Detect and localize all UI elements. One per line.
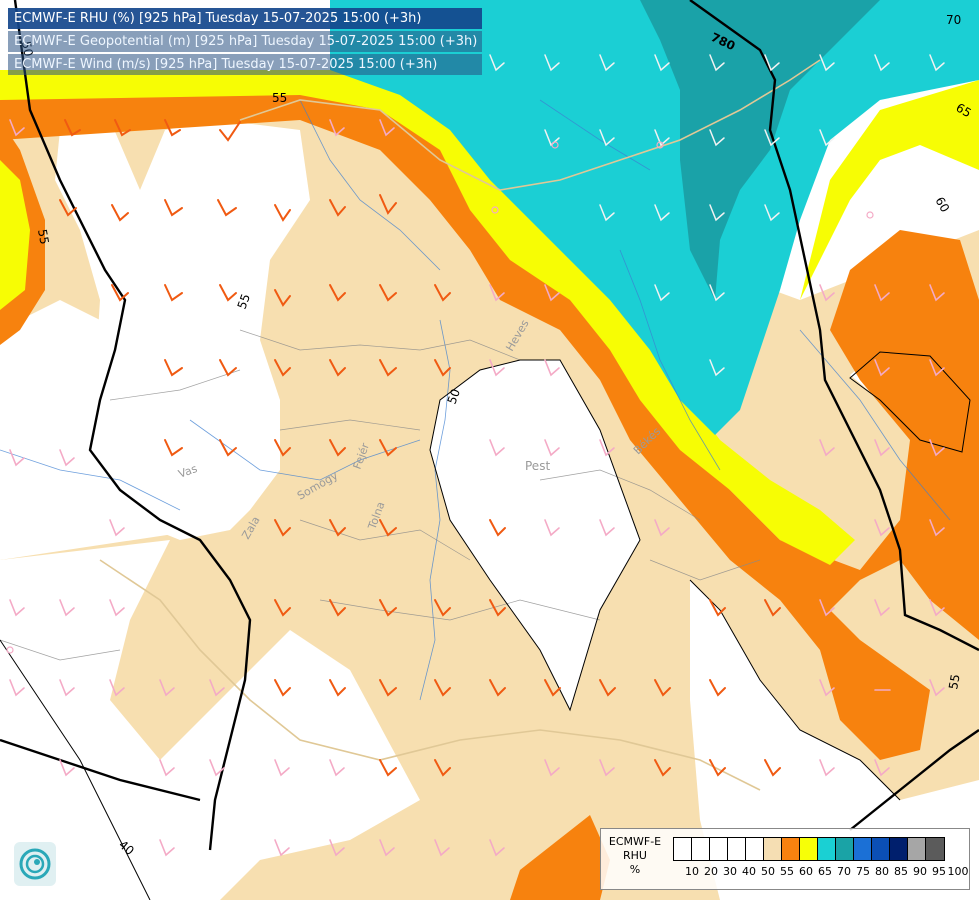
contour-label-50: 50 — [445, 387, 463, 406]
rhu-legend: ECMWF-E RHU % 10 20 30 40 50 55 60 65 70 75 80 85 90… — [600, 828, 970, 890]
legend-color-bar — [673, 837, 945, 861]
legend-swatch — [908, 838, 926, 860]
legend-tick-label: 20 — [704, 865, 718, 878]
legend-swatch — [854, 838, 872, 860]
contour-label-70: 70 — [946, 13, 961, 27]
legend-tick-label: 75 — [856, 865, 870, 878]
legend-title-model: ECMWF-E — [608, 835, 662, 848]
legend-swatch — [800, 838, 818, 860]
contour-label-55: 55 — [35, 228, 51, 245]
legend-title: ECMWF-E RHU % — [605, 835, 665, 877]
logo-icon — [14, 842, 56, 886]
rhu-band-70-75 — [640, 0, 880, 300]
rhu-band-60-65-east — [800, 80, 979, 300]
legend-tick-label: 60 — [799, 865, 813, 878]
legend-tick-label: 85 — [894, 865, 908, 878]
legend-swatch — [746, 838, 764, 860]
legend-tick-label: 100 — [947, 865, 969, 878]
place-label-vas: Vas — [177, 462, 200, 481]
contour-label-55: 55 — [946, 673, 962, 690]
admin-borders — [0, 329, 761, 661]
legend-swatch — [692, 838, 710, 860]
legend-title-unit: % — [629, 863, 641, 876]
legend-tick-label: 90 — [913, 865, 927, 878]
header-wind-title: ECMWF-E Wind (m/s) [925 hPa] Tuesday 15-… — [8, 54, 482, 75]
legend-tick-label: 70 — [837, 865, 851, 878]
legend-swatch — [890, 838, 908, 860]
place-label-pest: Pest — [525, 459, 550, 473]
map-header: ECMWF-E RHU (%) [925 hPa] Tuesday 15-07-… — [8, 8, 482, 76]
wind-barbs-pink — [9, 119, 945, 857]
legend-tick-label: 10 — [685, 865, 699, 878]
legend-tick-label: 50 — [761, 865, 775, 878]
contour-label-55: 55 — [235, 292, 253, 311]
rhu-band-65-70 — [330, 0, 979, 435]
header-geopotential-title: ECMWF-E Geopotential (m) [925 hPa] Tuesd… — [8, 31, 482, 52]
wind-barbs-orange — [59, 119, 781, 777]
legend-swatch — [728, 838, 746, 860]
rhu-low-southeast — [690, 580, 979, 900]
legend-tick-label: 55 — [780, 865, 794, 878]
rhu-band-60-65 — [0, 70, 855, 565]
rhu-low-northwest — [55, 120, 310, 540]
legend-swatch — [836, 838, 854, 860]
rhu-low-center — [430, 360, 640, 710]
rivers — [0, 99, 951, 701]
contour-label-60: 60 — [932, 195, 952, 215]
rhu-low-mid — [160, 160, 200, 250]
contour-label-65: 65 — [954, 100, 974, 120]
header-rhu-title: ECMWF-E RHU (%) [925 hPa] Tuesday 15-07-… — [8, 8, 482, 29]
legend-title-variable: RHU — [623, 849, 647, 862]
rhu-contours — [0, 351, 971, 900]
legend-swatch — [782, 838, 800, 860]
legend-swatch — [674, 838, 692, 860]
legend-tick-label: 40 — [742, 865, 756, 878]
contour-label-55: 55 — [272, 91, 287, 105]
legend-swatch — [818, 838, 836, 860]
rhu-band-55-60-south — [510, 815, 610, 900]
legend-swatch — [872, 838, 890, 860]
legend-swatch — [710, 838, 728, 860]
wind-barbs-white — [489, 54, 945, 377]
legend-tick-label: 30 — [723, 865, 737, 878]
legend-tick-label: 95 — [932, 865, 946, 878]
rhu-band-60-65-west — [0, 160, 30, 310]
legend-swatch — [764, 838, 782, 860]
wind-calm-markers — [6, 141, 874, 654]
legend-tick-label: 65 — [818, 865, 832, 878]
legend-swatch — [926, 838, 944, 860]
legend-tick-label: 80 — [875, 865, 889, 878]
geopotential-contours — [0, 0, 979, 851]
